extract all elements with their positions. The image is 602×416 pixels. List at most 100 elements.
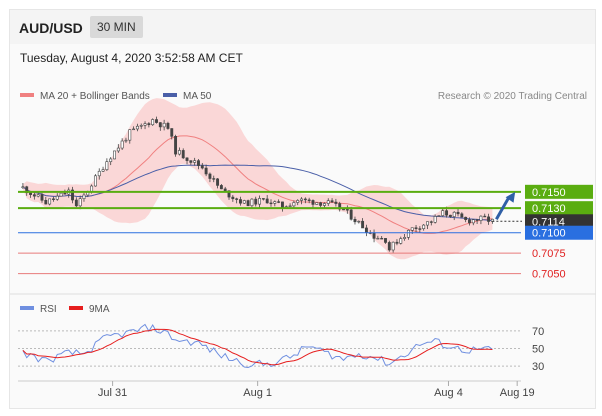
candle <box>181 148 185 160</box>
candle <box>452 211 456 221</box>
candle-body <box>342 208 345 211</box>
candle <box>288 203 292 208</box>
level-label: 0.7050 <box>532 269 566 281</box>
candle <box>334 198 338 207</box>
candle-body <box>204 167 208 175</box>
candle-body <box>227 190 231 198</box>
candle <box>59 192 63 197</box>
candle-body <box>471 219 475 224</box>
candle-body <box>258 198 261 205</box>
candle <box>200 162 204 170</box>
level-tag: 0.7100 <box>525 225 593 240</box>
candle <box>307 197 311 204</box>
candle-body <box>71 189 74 201</box>
candle <box>273 200 277 207</box>
candle <box>139 123 143 130</box>
candle-body <box>357 220 361 223</box>
x-tick-label: Aug 4 <box>434 387 463 399</box>
ma9-legend-label: 9MA <box>89 304 110 315</box>
candle-body <box>460 213 464 218</box>
candle <box>120 138 124 150</box>
candle-body <box>364 227 368 233</box>
candle-body <box>128 129 132 141</box>
candle <box>265 195 269 204</box>
candle <box>460 212 464 218</box>
candle-body <box>97 170 101 177</box>
candle-body <box>193 160 197 163</box>
candle <box>315 202 319 205</box>
timeframe-button[interactable]: 30 MIN <box>90 16 143 38</box>
candle-body <box>345 209 349 211</box>
candle-body <box>51 198 55 200</box>
candle-body <box>353 218 357 223</box>
candle-body <box>208 173 212 179</box>
candle <box>246 199 250 207</box>
candle <box>464 216 468 223</box>
candle <box>479 215 483 225</box>
candle <box>55 193 59 201</box>
candle <box>345 205 349 214</box>
candle <box>441 208 445 217</box>
candle-body <box>235 198 239 200</box>
candle-body <box>101 169 105 172</box>
level-tag: 0.7114 <box>525 214 593 229</box>
candle <box>380 236 384 240</box>
candle-body <box>391 241 395 251</box>
candle <box>135 123 139 132</box>
candle-body <box>315 202 319 205</box>
candle-body <box>250 198 254 207</box>
candle-body <box>376 237 380 240</box>
candle-body <box>32 194 36 197</box>
candle <box>471 219 475 226</box>
candle-body <box>281 201 284 209</box>
level-label: 0.7114 <box>532 216 565 228</box>
level-tag: 0.7150 <box>525 184 593 199</box>
candle <box>132 126 136 131</box>
candle <box>101 166 105 172</box>
candle <box>429 220 433 226</box>
candle-body <box>468 219 471 224</box>
candle-body <box>59 192 63 197</box>
candle <box>319 201 323 208</box>
candle <box>109 157 113 166</box>
candle <box>361 218 365 229</box>
candle-body <box>242 200 246 204</box>
candle <box>143 121 147 130</box>
candle <box>74 197 78 208</box>
candle-body <box>418 228 422 230</box>
candle <box>269 199 273 207</box>
candle-body <box>322 203 326 206</box>
candle-body <box>479 215 483 221</box>
candle-body <box>48 198 52 205</box>
candle-body <box>334 201 338 204</box>
candle <box>48 198 52 206</box>
candle-body <box>189 160 193 163</box>
candle-body <box>216 178 220 186</box>
candle-body <box>288 205 292 208</box>
candle-body <box>269 202 273 205</box>
candle <box>231 194 235 202</box>
candle-body <box>40 194 44 201</box>
candle-body <box>292 202 296 207</box>
level-tag: 0.7050 <box>532 269 566 281</box>
candle-body <box>219 185 223 190</box>
level-tag: 0.7130 <box>525 201 593 216</box>
bollinger-band <box>22 98 493 260</box>
candle <box>254 196 258 207</box>
candle-body <box>330 200 334 203</box>
candle-body <box>395 241 399 244</box>
candle-body <box>448 214 452 217</box>
candle-body <box>414 227 418 229</box>
candle-body <box>452 211 456 217</box>
candle-body <box>273 201 277 204</box>
candle <box>105 158 109 172</box>
candle-body <box>109 158 113 162</box>
candle-body <box>82 194 86 199</box>
candle <box>422 224 426 231</box>
candle <box>212 175 216 183</box>
candle-body <box>116 147 120 152</box>
x-tick-label: Aug 1 <box>243 387 272 399</box>
candle <box>97 168 101 180</box>
candle <box>147 122 151 128</box>
